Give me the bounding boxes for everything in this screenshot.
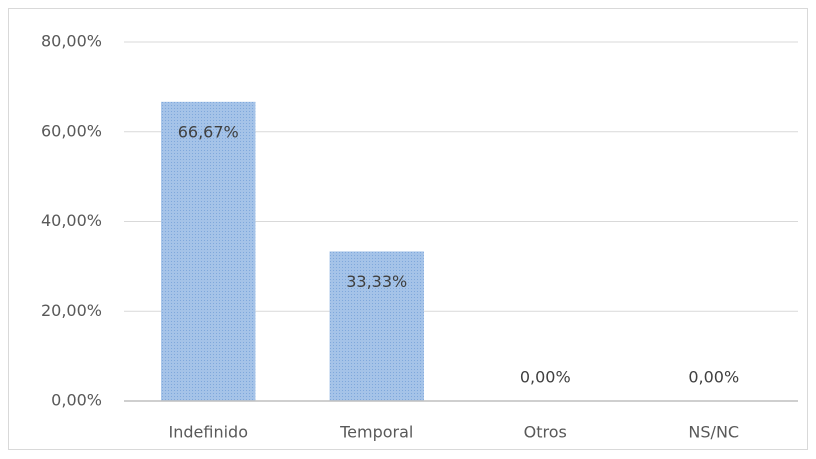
y-tick-label: 60,00% <box>41 121 102 140</box>
y-tick-label: 80,00% <box>41 32 102 51</box>
x-tick-label: Otros <box>524 423 567 442</box>
value-label: 0,00% <box>688 368 739 387</box>
x-tick-label: NS/NC <box>688 423 739 442</box>
y-tick-label: 0,00% <box>51 391 102 410</box>
value-label: 66,67% <box>178 122 239 141</box>
value-label: 0,00% <box>520 368 571 387</box>
y-tick-label: 40,00% <box>41 211 102 230</box>
bar <box>161 101 256 402</box>
x-tick-label: Temporal <box>339 423 413 442</box>
bar <box>329 251 424 401</box>
x-tick-label: Indefinido <box>169 423 248 442</box>
value-label: 33,33% <box>346 272 407 291</box>
y-tick-label: 20,00% <box>41 301 102 320</box>
